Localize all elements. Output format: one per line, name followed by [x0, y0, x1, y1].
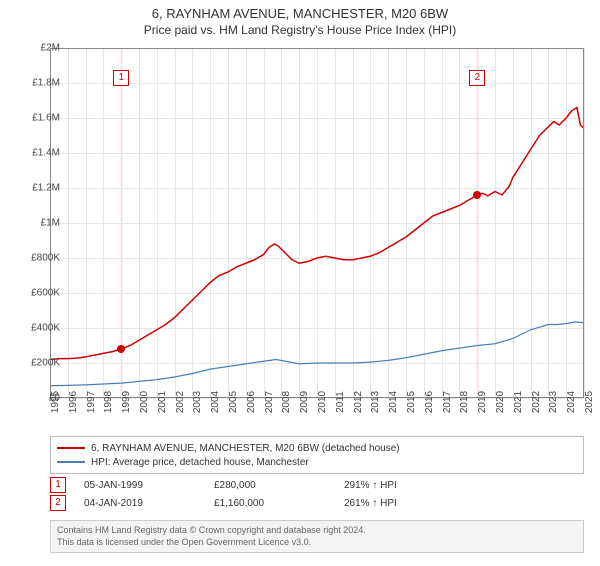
footer-line-2: This data is licensed under the Open Gov… [57, 537, 577, 549]
x-axis-tick-label: 2007 [264, 391, 275, 413]
x-axis-tick-label: 2009 [299, 391, 310, 413]
x-axis-tick-label: 2000 [139, 391, 150, 413]
legend-label: HPI: Average price, detached house, Manc… [91, 457, 309, 468]
x-axis-tick-label: 2011 [335, 391, 346, 413]
x-axis-tick-label: 2025 [584, 391, 595, 413]
y-axis-tick-label: £600K [31, 288, 60, 299]
legend-swatch [57, 461, 85, 463]
x-axis-tick-label: 2004 [210, 391, 221, 413]
sale-row-pct: 291% ↑ HPI [344, 480, 474, 491]
legend-item: HPI: Average price, detached house, Manc… [57, 455, 577, 469]
x-axis-tick-label: 2022 [531, 391, 542, 413]
x-axis-tick-label: 2001 [157, 391, 168, 413]
x-axis-tick-label: 2002 [175, 391, 186, 413]
x-axis-tick-label: 2017 [442, 391, 453, 413]
x-axis-tick-label: 1996 [68, 391, 79, 413]
y-axis-tick-label: £1.6M [32, 113, 60, 124]
chart-title: 6, RAYNHAM AVENUE, MANCHESTER, M20 6BW [0, 6, 600, 21]
x-axis-tick-label: 2010 [317, 391, 328, 413]
footer-attribution: Contains HM Land Registry data © Crown c… [50, 520, 584, 553]
sale-table-row: 2 04-JAN-2019£1,160,000261% ↑ HPI [50, 494, 584, 512]
y-axis-tick-label: £1.8M [32, 78, 60, 89]
sale-row-date: 05-JAN-1999 [84, 480, 214, 491]
x-axis-tick-label: 2023 [548, 391, 559, 413]
y-axis-tick-label: £1.2M [32, 183, 60, 194]
x-axis-tick-label: 2013 [370, 391, 381, 413]
y-axis-tick-label: £400K [31, 323, 60, 334]
x-axis-tick-label: 2020 [495, 391, 506, 413]
series-hpi [50, 322, 584, 386]
legend: 6, RAYNHAM AVENUE, MANCHESTER, M20 6BW (… [50, 436, 584, 474]
sale-marker-dot [117, 345, 125, 353]
sale-marker-dot [473, 191, 481, 199]
chart-plot-area: 12 [50, 48, 584, 398]
sale-row-marker: 1 [50, 477, 66, 493]
x-axis-tick-label: 1995 [50, 391, 61, 413]
sale-row-price: £1,160,000 [214, 498, 344, 509]
sales-table: 1 05-JAN-1999£280,000291% ↑ HPI 2 04-JAN-20… [50, 476, 584, 512]
x-axis-tick-label: 2024 [566, 391, 577, 413]
x-axis-tick-label: 1999 [121, 391, 132, 413]
legend-item: 6, RAYNHAM AVENUE, MANCHESTER, M20 6BW (… [57, 441, 577, 455]
sale-row-price: £280,000 [214, 480, 344, 491]
x-axis-tick-label: 1997 [86, 391, 97, 413]
legend-swatch [57, 447, 85, 449]
x-axis-tick-label: 1998 [103, 391, 114, 413]
footer-line-1: Contains HM Land Registry data © Crown c… [57, 525, 577, 537]
x-axis-tick-label: 2016 [424, 391, 435, 413]
x-axis-tick-label: 2006 [246, 391, 257, 413]
sale-row-marker: 2 [50, 495, 66, 511]
x-axis-tick-label: 2021 [513, 391, 524, 413]
legend-label: 6, RAYNHAM AVENUE, MANCHESTER, M20 6BW (… [91, 443, 400, 454]
sale-marker-box: 2 [469, 70, 485, 86]
x-axis-tick-label: 2012 [353, 391, 364, 413]
chart-subtitle: Price paid vs. HM Land Registry's House … [0, 23, 600, 37]
y-axis-tick-label: £200K [31, 358, 60, 369]
x-axis-tick-label: 2005 [228, 391, 239, 413]
sale-row-pct: 261% ↑ HPI [344, 498, 474, 509]
y-axis-tick-label: £2M [41, 43, 60, 54]
y-axis-tick-label: £800K [31, 253, 60, 264]
x-axis-tick-label: 2019 [477, 391, 488, 413]
x-axis-tick-label: 2008 [281, 391, 292, 413]
series-property [50, 108, 584, 360]
sale-table-row: 1 05-JAN-1999£280,000291% ↑ HPI [50, 476, 584, 494]
x-axis-tick-label: 2015 [406, 391, 417, 413]
x-axis-tick-label: 2014 [388, 391, 399, 413]
x-axis-tick-label: 2003 [192, 391, 203, 413]
sale-marker-box: 1 [113, 70, 129, 86]
x-axis-tick-label: 2018 [459, 391, 470, 413]
y-axis-tick-label: £1M [41, 218, 60, 229]
sale-row-date: 04-JAN-2019 [84, 498, 214, 509]
y-axis-tick-label: £1.4M [32, 148, 60, 159]
